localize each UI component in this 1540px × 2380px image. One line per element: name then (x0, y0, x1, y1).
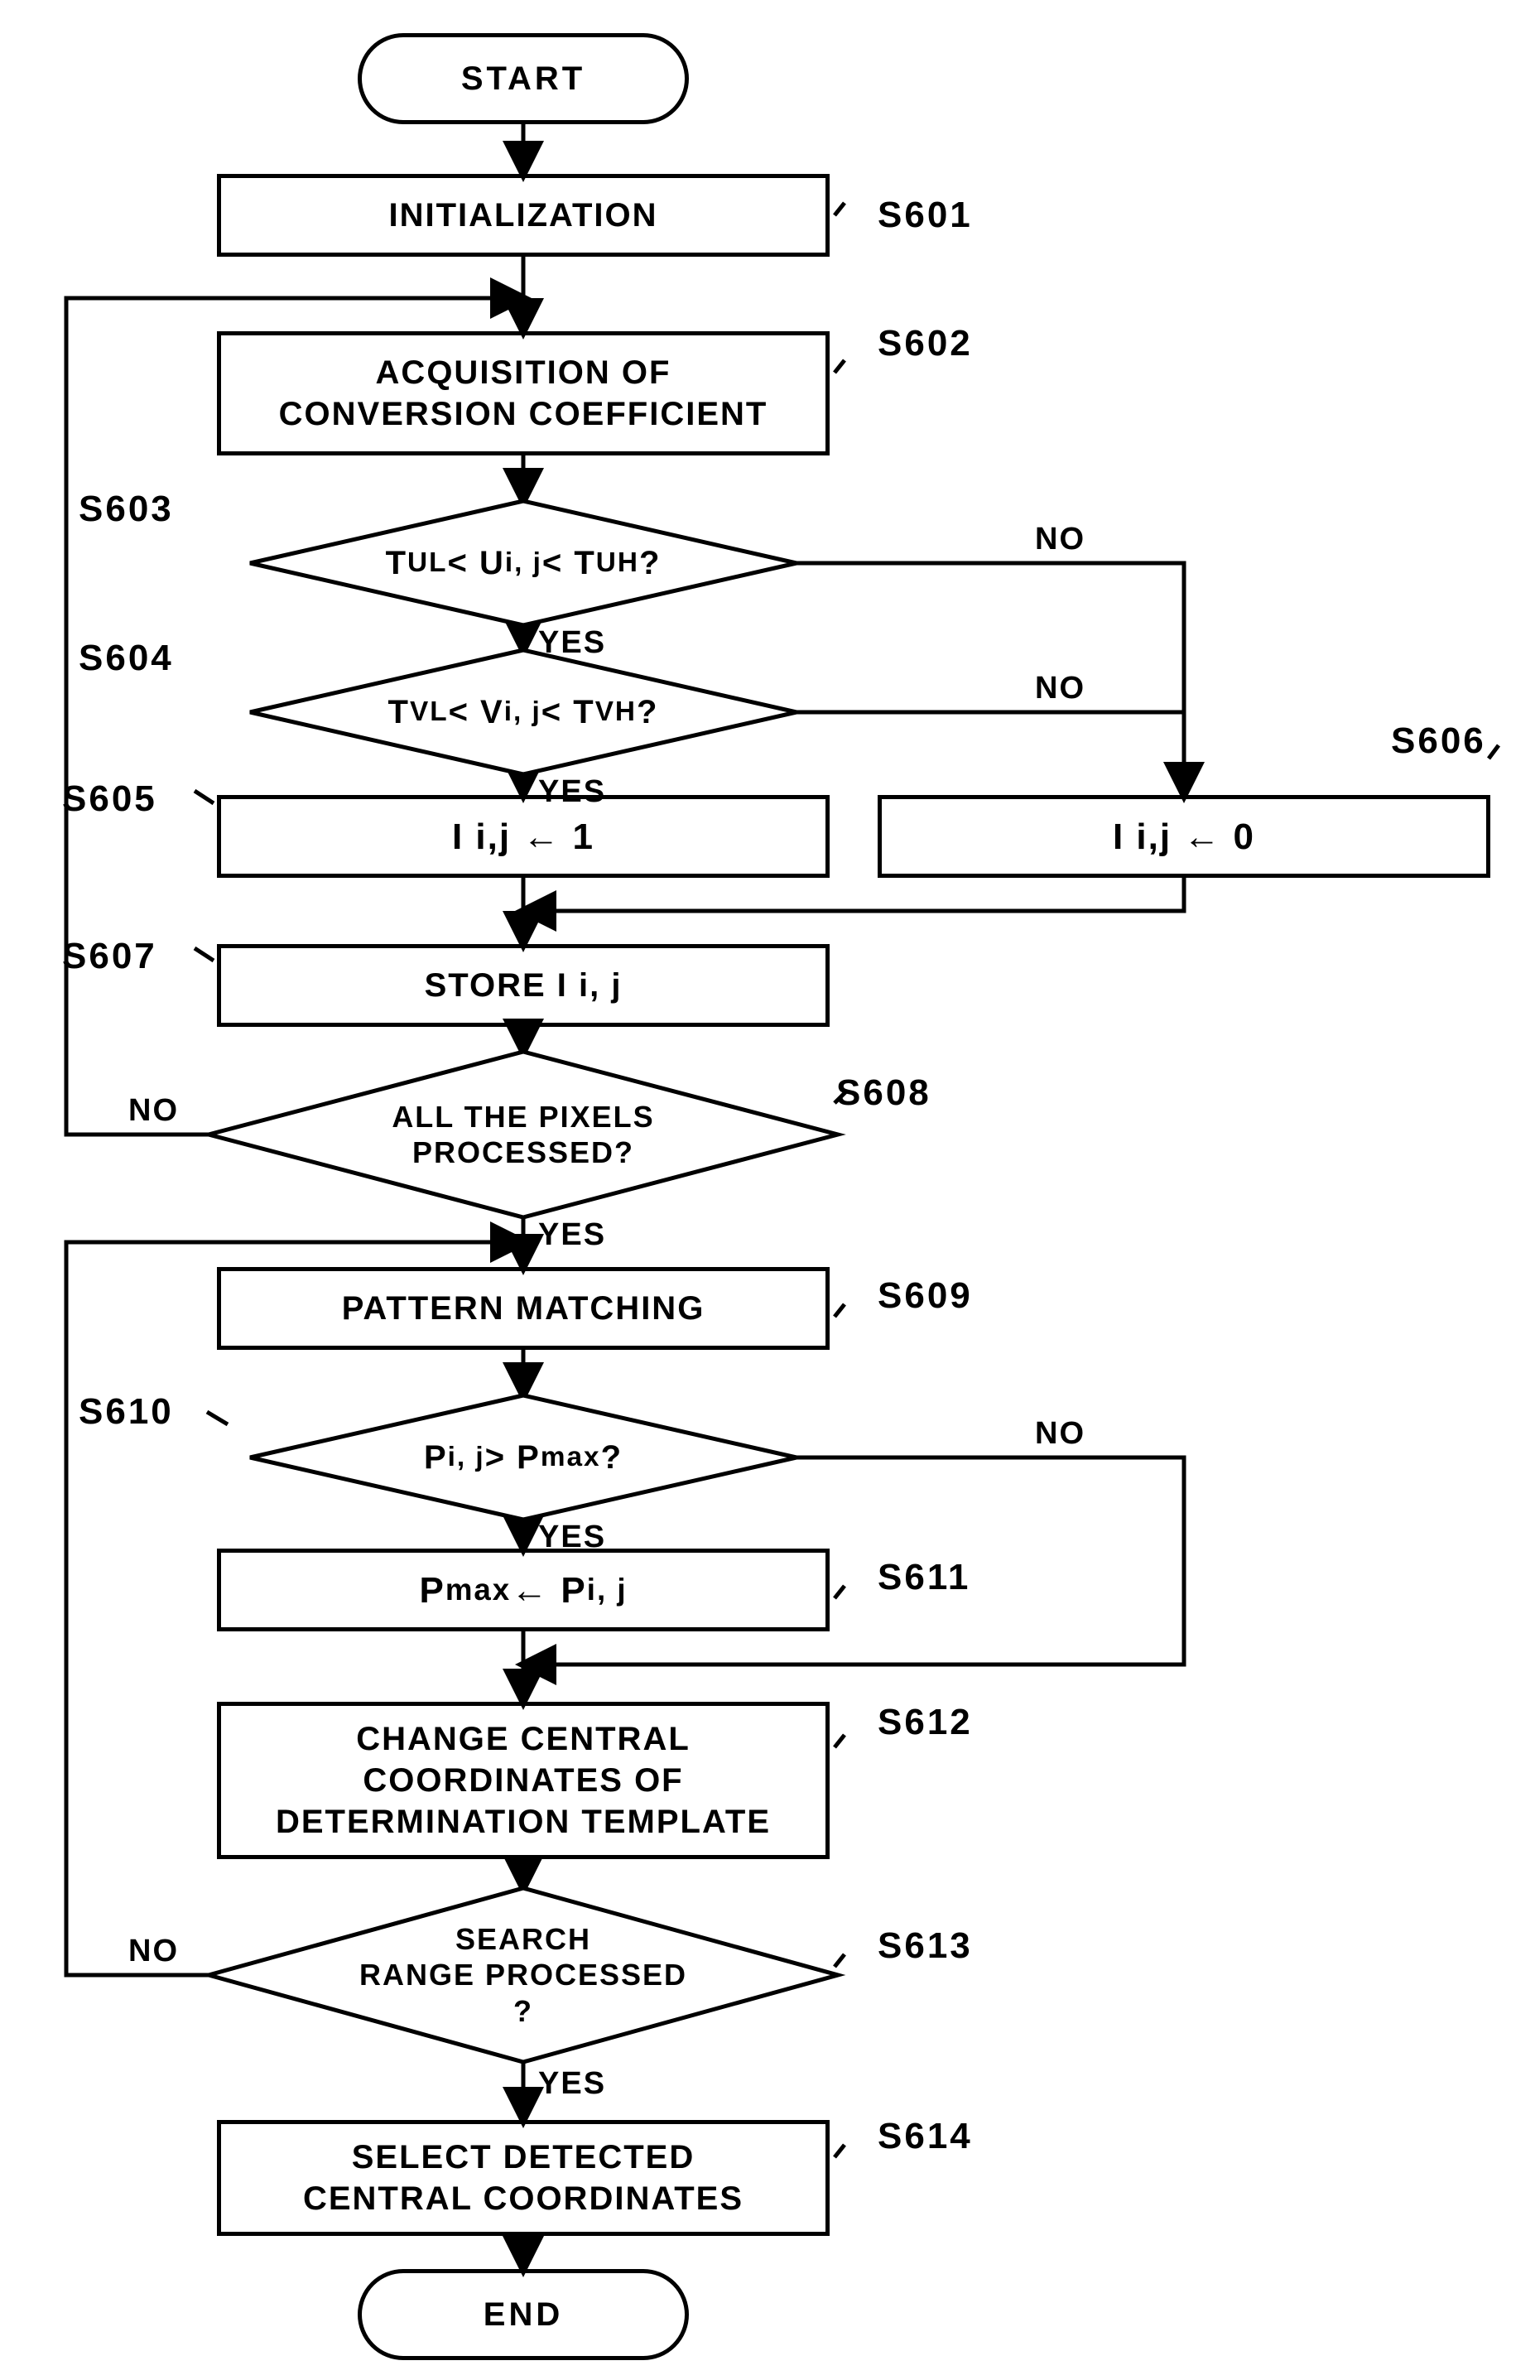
no-label-s613: NO (128, 1934, 179, 1969)
process-s605: I i,j ← 1 (217, 795, 830, 878)
decision-text-s610: Pi, j > Pmax ? (332, 1402, 715, 1514)
flowchart-canvas: START END INITIALIZATION S601 ACQUISITION OF… (0, 0, 1540, 2380)
edge-31 (835, 2145, 845, 2157)
step-label-s612: S612 (878, 1702, 973, 1743)
edge-27 (207, 1412, 228, 1424)
step-label-s613: S613 (878, 1925, 973, 1967)
step-label-s607: S607 (62, 936, 157, 977)
decision-text-s604: TVL < Vi, j < TVH ? (332, 657, 715, 768)
edge-28 (835, 1586, 845, 1598)
step-label-s603: S603 (79, 489, 174, 530)
process-s602: ACQUISITION OFCONVERSION COEFFICIENT (217, 331, 830, 455)
yes-label-s613: YES (538, 2066, 606, 2102)
edge-21 (835, 360, 845, 373)
edge-29 (835, 1735, 845, 1747)
process-s606: I i,j ← 0 (878, 795, 1490, 878)
step-label-s605: S605 (62, 778, 157, 820)
no-label-s610: NO (1035, 1416, 1085, 1452)
process-s609: PATTERN MATCHING (217, 1267, 830, 1350)
edge-26 (835, 1304, 845, 1317)
yes-label-s610: YES (538, 1520, 606, 1555)
step-label-s602: S602 (878, 323, 973, 364)
process-s607: STORE I i, j (217, 944, 830, 1027)
step-label-s604: S604 (79, 638, 174, 679)
edge-30 (835, 1954, 845, 1967)
edge-24 (195, 948, 214, 961)
no-label-s608: NO (128, 1093, 179, 1129)
process-s614: SELECT DETECTEDCENTRAL COORDINATES (217, 2120, 830, 2236)
step-label-s611: S611 (878, 1557, 970, 1598)
step-label-s606: S606 (1391, 720, 1486, 762)
step-label-s601: S601 (878, 195, 973, 236)
process-s612: CHANGE CENTRALCOORDINATES OFDETERMINATIO… (217, 1702, 830, 1859)
decision-text-s613: SEARCHRANGE PROCESSED? (303, 1897, 744, 2054)
no-label-s603: NO (1035, 522, 1085, 557)
step-label-s610: S610 (79, 1391, 174, 1433)
decision-text-s603: TUL < Ui, j < TUH ? (332, 508, 715, 619)
yes-label-s604: YES (538, 774, 606, 810)
decision-text-s608: ALL THE PIXELSPROCESSED? (303, 1060, 744, 1209)
edge-23 (1489, 745, 1499, 759)
no-label-s604: NO (1035, 671, 1085, 706)
edge-16 (523, 878, 1184, 911)
start-terminator: START (358, 33, 689, 124)
process-s601: INITIALIZATION (217, 174, 830, 257)
edge-22 (195, 791, 214, 803)
step-label-s609: S609 (878, 1275, 973, 1317)
edge-14 (796, 563, 1184, 795)
yes-label-s608: YES (538, 1217, 606, 1253)
process-s611: Pmax ← P i, j (217, 1549, 830, 1631)
edge-20 (835, 203, 845, 215)
end-terminator: END (358, 2269, 689, 2360)
step-label-s608: S608 (836, 1072, 931, 1114)
step-label-s614: S614 (878, 2116, 973, 2157)
